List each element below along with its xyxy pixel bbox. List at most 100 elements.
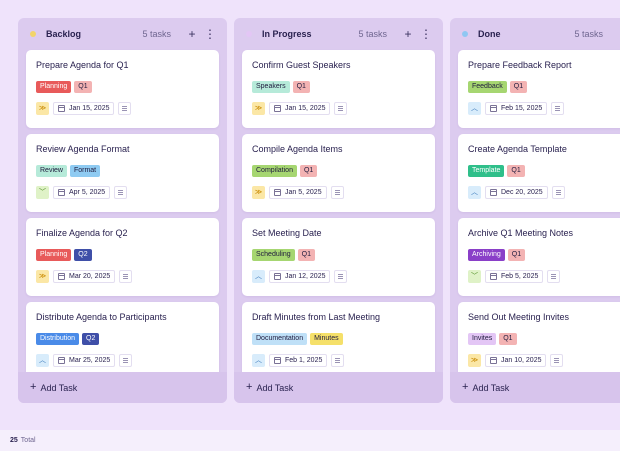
due-date[interactable]: Jan 12, 2025 [269, 270, 331, 283]
priority-medium-icon[interactable]: ︿ [252, 354, 265, 367]
priority-high-icon[interactable]: ≫ [252, 102, 265, 115]
more-options-icon[interactable]: ⋮ [204, 27, 216, 41]
due-date-text: Feb 1, 2025 [285, 357, 323, 364]
tag-list: Review Format [36, 165, 209, 177]
task-count: 5 tasks [358, 29, 387, 39]
add-task-button[interactable]: + Add Task [450, 372, 620, 403]
card-footer: ︿ Feb 1, 2025 [252, 354, 425, 367]
tag-list: Template Q1 [468, 165, 620, 177]
due-date[interactable]: Jan 15, 2025 [269, 102, 331, 115]
due-date[interactable]: Jan 10, 2025 [485, 354, 547, 367]
card-footer: ≫ Jan 5, 2025 [252, 186, 425, 199]
card-footer: ≫ Mar 20, 2025 [36, 270, 209, 283]
tag-badge: Q1 [74, 81, 92, 93]
description-icon[interactable] [119, 270, 133, 283]
description-icon[interactable] [330, 186, 344, 199]
priority-medium-icon[interactable]: ︿ [252, 270, 265, 283]
status-dot-icon [30, 31, 36, 37]
task-card[interactable]: Prepare Feedback Report Feedback Q1 ︿ Feb 15… [458, 50, 620, 128]
priority-medium-icon[interactable]: ︿ [468, 102, 481, 115]
tag-badge: Format [69, 165, 101, 177]
tag-list: Archiving Q1 [468, 249, 620, 261]
more-options-icon[interactable]: ⋮ [420, 27, 432, 41]
task-card[interactable]: Create Agenda Template Template Q1 ︿ Dec 20,… [458, 134, 620, 212]
due-date[interactable]: Jan 15, 2025 [53, 102, 115, 115]
due-date[interactable]: Mar 20, 2025 [53, 270, 116, 283]
task-card[interactable]: Send Out Meeting Invites Invites Q1 ≫ Jan 10… [458, 302, 620, 380]
calendar-icon [274, 357, 281, 364]
tag-badge: Q1 [507, 249, 526, 261]
task-title: Create Agenda Template [468, 144, 567, 154]
add-task-label: Add Task [256, 382, 294, 393]
status-dot-icon [246, 31, 252, 37]
task-card[interactable]: Confirm Guest Speakers Speakers Q1 ≫ Jan 15,… [242, 50, 435, 128]
priority-high-icon[interactable]: ≫ [252, 186, 265, 199]
plus-icon: + [462, 381, 469, 393]
add-task-button[interactable]: + Add Task [234, 372, 443, 403]
card-list: Prepare Feedback Report Feedback Q1 ︿ Feb 15… [458, 50, 620, 386]
description-icon[interactable] [114, 186, 128, 199]
description-icon[interactable] [331, 354, 345, 367]
description-icon[interactable] [334, 102, 348, 115]
tag-list: Feedback Q1 [468, 81, 620, 93]
calendar-icon [274, 273, 281, 280]
description-icon[interactable] [118, 102, 132, 115]
add-icon[interactable]: + [188, 27, 196, 41]
description-icon[interactable] [550, 354, 564, 367]
tag-badge: Minutes [310, 333, 343, 345]
task-card[interactable]: Archive Q1 Meeting Notes Archiving Q1 ﹀ Feb … [458, 218, 620, 296]
description-icon[interactable] [547, 270, 561, 283]
task-card[interactable]: Compile Agenda Items Compilation Q1 ≫ Jan 5,… [242, 134, 435, 212]
task-title: Send Out Meeting Invites [468, 312, 570, 322]
calendar-icon [490, 189, 497, 196]
description-icon[interactable] [119, 354, 133, 367]
priority-low-icon[interactable]: ﹀ [36, 186, 49, 199]
priority-low-icon[interactable]: ﹀ [468, 270, 481, 283]
due-date[interactable]: Feb 5, 2025 [485, 270, 544, 283]
card-footer: ﹀ Apr 5, 2025 [36, 186, 209, 199]
tag-badge: Q2 [82, 333, 100, 345]
due-date[interactable]: Apr 5, 2025 [53, 186, 111, 199]
description-icon[interactable] [551, 102, 565, 115]
calendar-icon [274, 189, 281, 196]
task-card[interactable]: Prepare Agenda for Q1 Planning Q1 ≫ Jan 15, … [26, 50, 219, 128]
tag-list: Compilation Q1 [252, 165, 425, 177]
column-title: Backlog [46, 29, 82, 39]
card-footer: ︿ Feb 15, 2025 [468, 102, 620, 115]
tag-badge: Scheduling [252, 249, 295, 261]
due-date-text: Jan 10, 2025 [501, 357, 542, 364]
status-footer: 25 Total [0, 430, 620, 451]
task-title: Archive Q1 Meeting Notes [468, 228, 574, 238]
priority-medium-icon[interactable]: ︿ [36, 354, 49, 367]
task-card[interactable]: Review Agenda Format Review Format ﹀ Apr 5, … [26, 134, 219, 212]
priority-medium-icon[interactable]: ︿ [468, 186, 481, 199]
task-card[interactable]: Set Meeting Date Scheduling Q1 ︿ Jan 12, 202… [242, 218, 435, 296]
calendar-icon [490, 105, 497, 112]
task-card[interactable]: Draft Minutes from Last Meeting Documenta… [242, 302, 435, 380]
tag-badge: Speakers [252, 81, 290, 93]
task-card[interactable]: Distribute Agenda to Participants Distrib… [26, 302, 219, 380]
task-count: 5 tasks [142, 29, 171, 39]
task-title: Compile Agenda Items [252, 144, 343, 154]
due-date-text: Feb 5, 2025 [501, 273, 539, 280]
due-date[interactable]: Jan 5, 2025 [269, 186, 327, 199]
task-title: Prepare Agenda for Q1 [36, 60, 129, 70]
add-task-button[interactable]: + Add Task [18, 372, 227, 403]
task-card[interactable]: Finalize Agenda for Q2 Planning Q2 ≫ Mar 20,… [26, 218, 219, 296]
tag-badge: Q1 [507, 165, 525, 177]
description-icon[interactable] [334, 270, 348, 283]
due-date[interactable]: Dec 20, 2025 [485, 186, 548, 199]
description-icon[interactable] [551, 186, 565, 199]
calendar-icon [274, 105, 281, 112]
plus-icon: + [30, 381, 37, 393]
priority-high-icon[interactable]: ≫ [36, 270, 49, 283]
due-date[interactable]: Mar 25, 2025 [53, 354, 116, 367]
total-count: 25 [10, 437, 18, 444]
task-title: Draft Minutes from Last Meeting [252, 312, 381, 322]
due-date[interactable]: Feb 1, 2025 [269, 354, 328, 367]
priority-high-icon[interactable]: ≫ [36, 102, 49, 115]
add-icon[interactable]: + [404, 27, 412, 41]
due-date[interactable]: Feb 15, 2025 [485, 102, 548, 115]
priority-high-icon[interactable]: ≫ [468, 354, 481, 367]
